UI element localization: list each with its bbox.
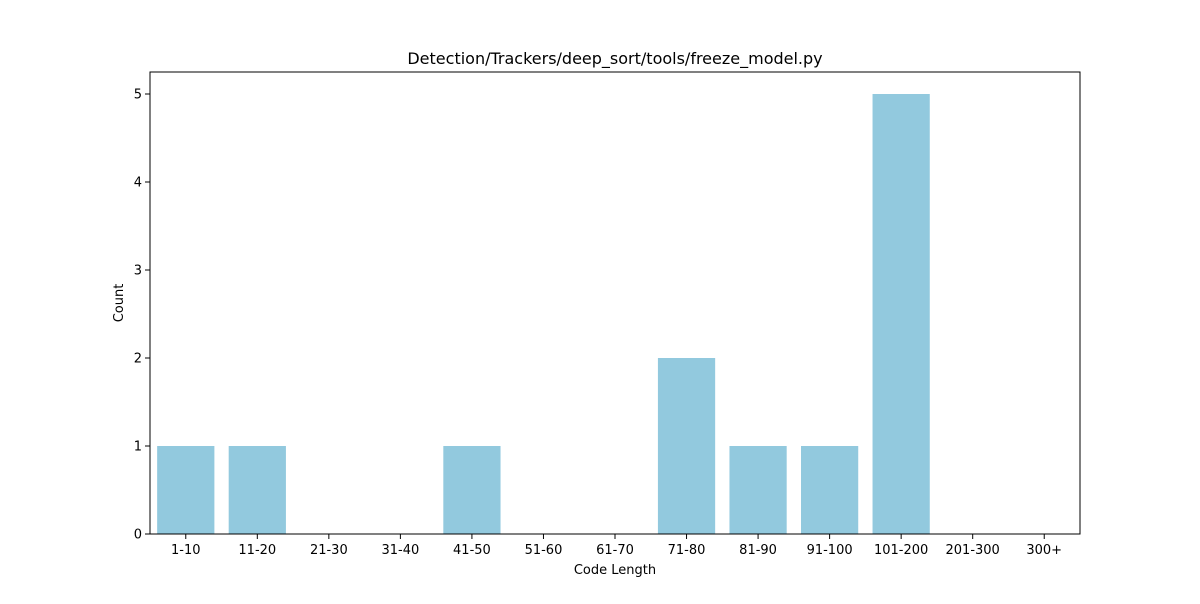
x-axis: 1-10 11-20 21-30 31-40 41-50 51-60 61-70 71-80 8… (171, 534, 1062, 558)
y-axis: 0 1 2 3 4 5 (134, 88, 150, 543)
x-tick-label: 101-200 (874, 543, 928, 558)
x-tick-label: 61-70 (596, 543, 634, 558)
y-tick-label: 3 (134, 264, 142, 279)
x-tick-label: 81-90 (739, 543, 777, 558)
x-tick-label: 91-100 (807, 543, 853, 558)
x-tick-label: 11-20 (238, 543, 276, 558)
x-tick-label: 21-30 (310, 543, 348, 558)
y-tick-label: 0 (134, 528, 142, 543)
x-tick-label: 300+ (1026, 543, 1062, 558)
y-tick-label: 1 (134, 440, 142, 455)
x-tick-label: 51-60 (525, 543, 563, 558)
x-tick-label: 41-50 (453, 543, 491, 558)
y-axis-label: Count (112, 284, 127, 323)
bar-101-200 (872, 94, 930, 534)
bar-71-80 (657, 358, 716, 534)
x-tick-label: 31-40 (381, 543, 419, 558)
plot-frame (149, 71, 1081, 535)
bar-11-20 (228, 446, 286, 534)
y-tick-label: 2 (134, 352, 142, 367)
bar-1-10 (157, 446, 215, 534)
chart-title: Detection/Trackers/deep_sort/tools/freez… (407, 49, 822, 69)
x-tick-label: 71-80 (668, 543, 706, 558)
x-axis-label: Code Length (574, 563, 656, 578)
y-tick-label: 5 (134, 88, 142, 103)
bar-41-50 (443, 446, 501, 534)
bars-layer (157, 94, 930, 534)
bar-91-100 (801, 446, 859, 534)
bar-81-90 (729, 446, 787, 534)
y-tick-label: 4 (134, 176, 142, 191)
x-tick-label: 1-10 (171, 543, 201, 558)
x-tick-label: 201-300 (946, 543, 1000, 558)
